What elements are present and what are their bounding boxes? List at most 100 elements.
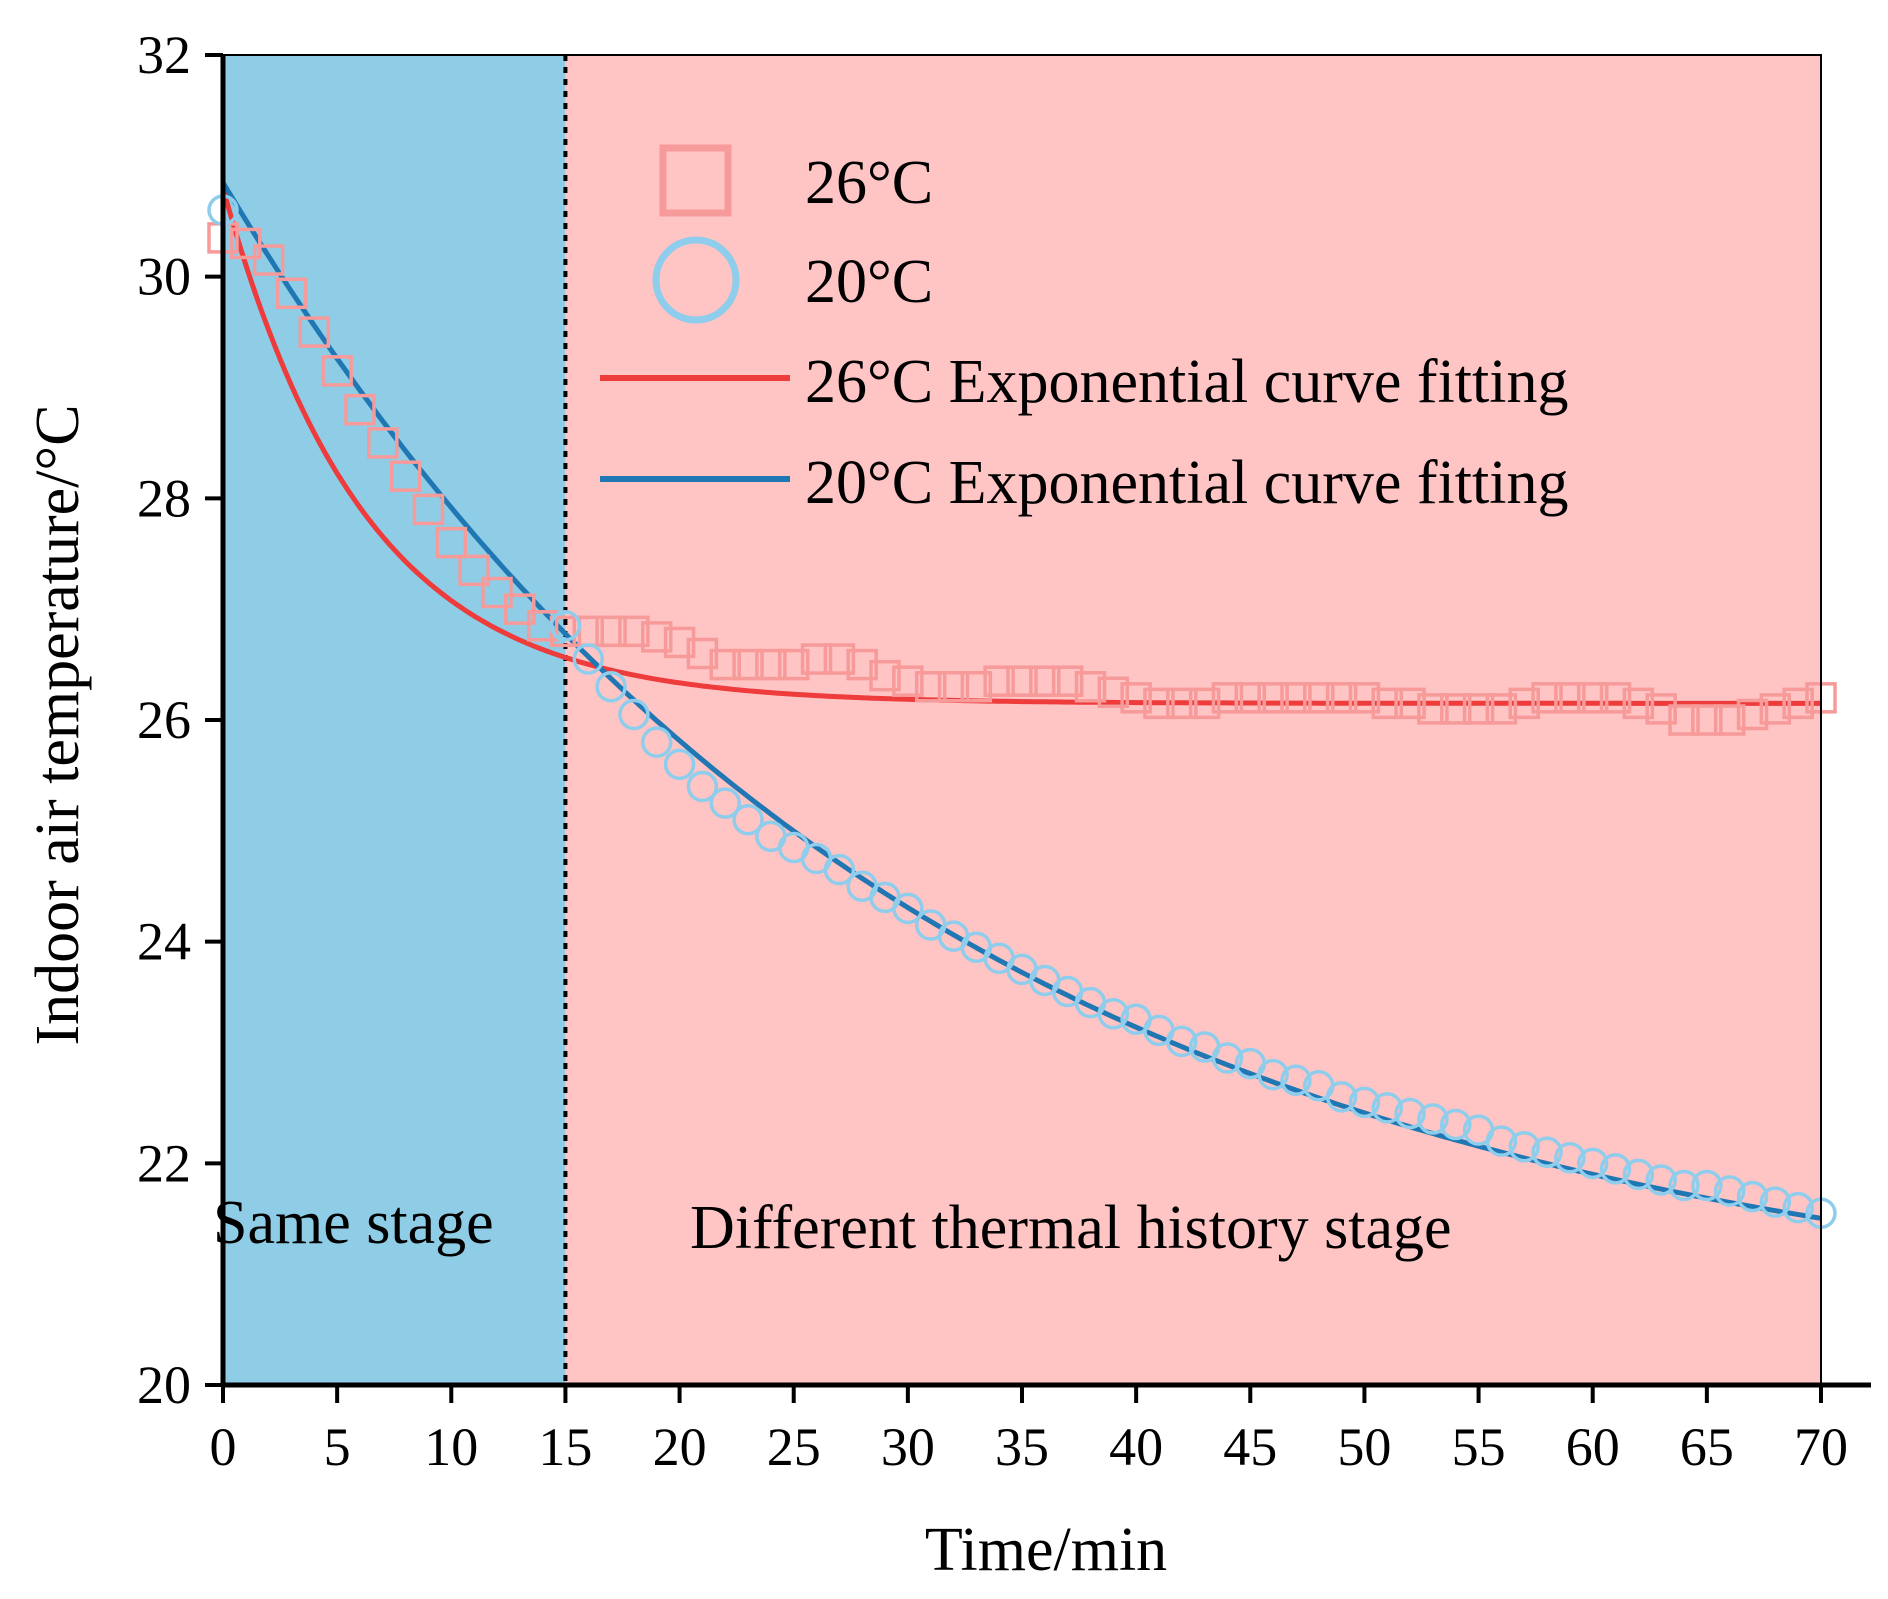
marker-20c-point bbox=[572, 643, 605, 675]
marker-20c-point bbox=[1485, 1125, 1518, 1157]
marker-20c-point bbox=[1782, 1191, 1814, 1224]
legend-label-26c-fit: 26°C Exponential curve fitting bbox=[805, 348, 1568, 416]
marker-20c-point bbox=[1622, 1158, 1655, 1191]
stage-label-same: Same stage bbox=[213, 1189, 494, 1257]
x-tick-label: 20 bbox=[653, 1417, 707, 1477]
x-tick-label: 15 bbox=[538, 1417, 592, 1477]
y-tick-label: 30 bbox=[137, 247, 191, 307]
legend-marker-20c bbox=[652, 236, 740, 324]
marker-20c-point bbox=[1439, 1108, 1472, 1141]
marker-26c-point bbox=[640, 621, 673, 653]
marker-26c-point bbox=[732, 648, 764, 681]
marker-20c-point bbox=[709, 787, 741, 819]
x-tick-label: 70 bbox=[1794, 1417, 1848, 1477]
marker-26c-point bbox=[1531, 682, 1563, 714]
marker-20c-point bbox=[618, 698, 650, 731]
marker-26c-point bbox=[937, 671, 970, 703]
marker-26c-point bbox=[777, 648, 810, 681]
x-tick-label: 60 bbox=[1566, 1417, 1620, 1477]
y-tick-label: 28 bbox=[137, 468, 191, 528]
marker-20c-point bbox=[892, 892, 924, 925]
marker-20c-point bbox=[1691, 1169, 1723, 1202]
marker-26c-point bbox=[298, 316, 331, 348]
marker-26c-point bbox=[526, 610, 559, 642]
marker-20c-point bbox=[1394, 1097, 1426, 1130]
y-tick-label: 26 bbox=[137, 690, 191, 750]
legend-label-26c: 26°C bbox=[805, 149, 933, 217]
marker-20c-point bbox=[1280, 1064, 1312, 1096]
marker-26c-point bbox=[1736, 698, 1769, 731]
marker-20c-point bbox=[595, 671, 627, 703]
marker-20c-point bbox=[1211, 1042, 1244, 1074]
marker-26c-point bbox=[1234, 682, 1267, 714]
x-tick-label: 50 bbox=[1337, 1417, 1391, 1477]
marker-26c-point bbox=[1599, 682, 1632, 714]
marker-26c-point bbox=[823, 643, 856, 675]
marker-26c-point bbox=[663, 626, 696, 659]
marker-20c-point bbox=[1645, 1164, 1677, 1196]
x-tick-label: 0 bbox=[210, 1417, 237, 1477]
marker-26c-point bbox=[846, 648, 878, 681]
marker-20c-point bbox=[1531, 1136, 1563, 1168]
marker-20c-point bbox=[1668, 1169, 1700, 1202]
marker-20c-point bbox=[1576, 1147, 1609, 1180]
x-tick-label: 25 bbox=[767, 1417, 821, 1477]
marker-26c-point bbox=[344, 393, 376, 426]
marker-26c-point bbox=[1645, 693, 1677, 725]
y-tick-label: 22 bbox=[137, 1133, 191, 1193]
x-tick-label: 10 bbox=[424, 1417, 478, 1477]
marker-26c-point bbox=[755, 648, 787, 681]
marker-26c-point bbox=[1120, 682, 1152, 714]
marker-20c-point bbox=[1166, 1025, 1198, 1058]
marker-26c-point bbox=[1097, 676, 1130, 709]
marker-26c-point bbox=[1622, 687, 1655, 720]
y-axis-title: Indoor air temperature/°C bbox=[24, 404, 92, 1045]
marker-26c-point bbox=[504, 593, 536, 625]
marker-26c-point bbox=[892, 665, 924, 697]
marker-20c-point bbox=[1371, 1092, 1404, 1124]
x-tick-label: 35 bbox=[995, 1417, 1049, 1477]
marker-20c-point bbox=[1097, 997, 1130, 1030]
legend-label-20c: 20°C bbox=[805, 248, 933, 316]
marker-26c-point bbox=[1074, 671, 1107, 703]
marker-26c-point bbox=[960, 671, 993, 703]
marker-20c-point bbox=[686, 770, 719, 803]
marker-26c-point bbox=[1485, 693, 1518, 725]
marker-26c-point bbox=[389, 460, 422, 492]
marker-20c-point bbox=[1348, 1086, 1381, 1119]
marker-26c-point bbox=[1257, 682, 1289, 714]
legend-label-20c-fit: 20°C Exponential curve fitting bbox=[805, 449, 1568, 517]
marker-26c-point bbox=[252, 244, 285, 276]
legend-marker-26c bbox=[659, 144, 732, 217]
marker-20c-point bbox=[1736, 1180, 1769, 1213]
marker-26c-point bbox=[983, 665, 1015, 697]
marker-26c-point bbox=[367, 427, 399, 459]
y-tick-label: 32 bbox=[137, 25, 191, 85]
y-tick-label: 20 bbox=[137, 1355, 191, 1415]
x-tick-label: 40 bbox=[1109, 1417, 1163, 1477]
marker-26c-point bbox=[1143, 687, 1175, 720]
marker-26c-point bbox=[1691, 704, 1723, 736]
data-markers bbox=[207, 194, 1837, 1229]
marker-26c-point bbox=[686, 637, 719, 670]
x-tick-label: 45 bbox=[1223, 1417, 1277, 1477]
marker-20c-point bbox=[1713, 1175, 1746, 1207]
marker-26c-point bbox=[1394, 687, 1426, 720]
stage-backgrounds bbox=[223, 55, 1821, 1385]
x-tick-label: 55 bbox=[1452, 1417, 1506, 1477]
marker-26c-point bbox=[412, 493, 445, 526]
marker-26c-point bbox=[435, 526, 468, 559]
marker-26c-point bbox=[1303, 682, 1335, 714]
marker-26c-point bbox=[1462, 693, 1495, 725]
marker-26c-point bbox=[1782, 687, 1814, 720]
marker-20c-point bbox=[640, 726, 673, 758]
marker-26c-point bbox=[709, 648, 741, 681]
marker-26c-point bbox=[1188, 687, 1221, 720]
x-tick-label: 5 bbox=[324, 1417, 351, 1477]
marker-26c-point bbox=[1348, 682, 1381, 714]
marker-26c-point bbox=[1371, 687, 1404, 720]
marker-20c-point bbox=[1417, 1103, 1449, 1135]
marker-26c-point bbox=[458, 554, 490, 587]
x-axis-title: Time/min bbox=[925, 1516, 1167, 1584]
marker-26c-point bbox=[1417, 693, 1449, 725]
